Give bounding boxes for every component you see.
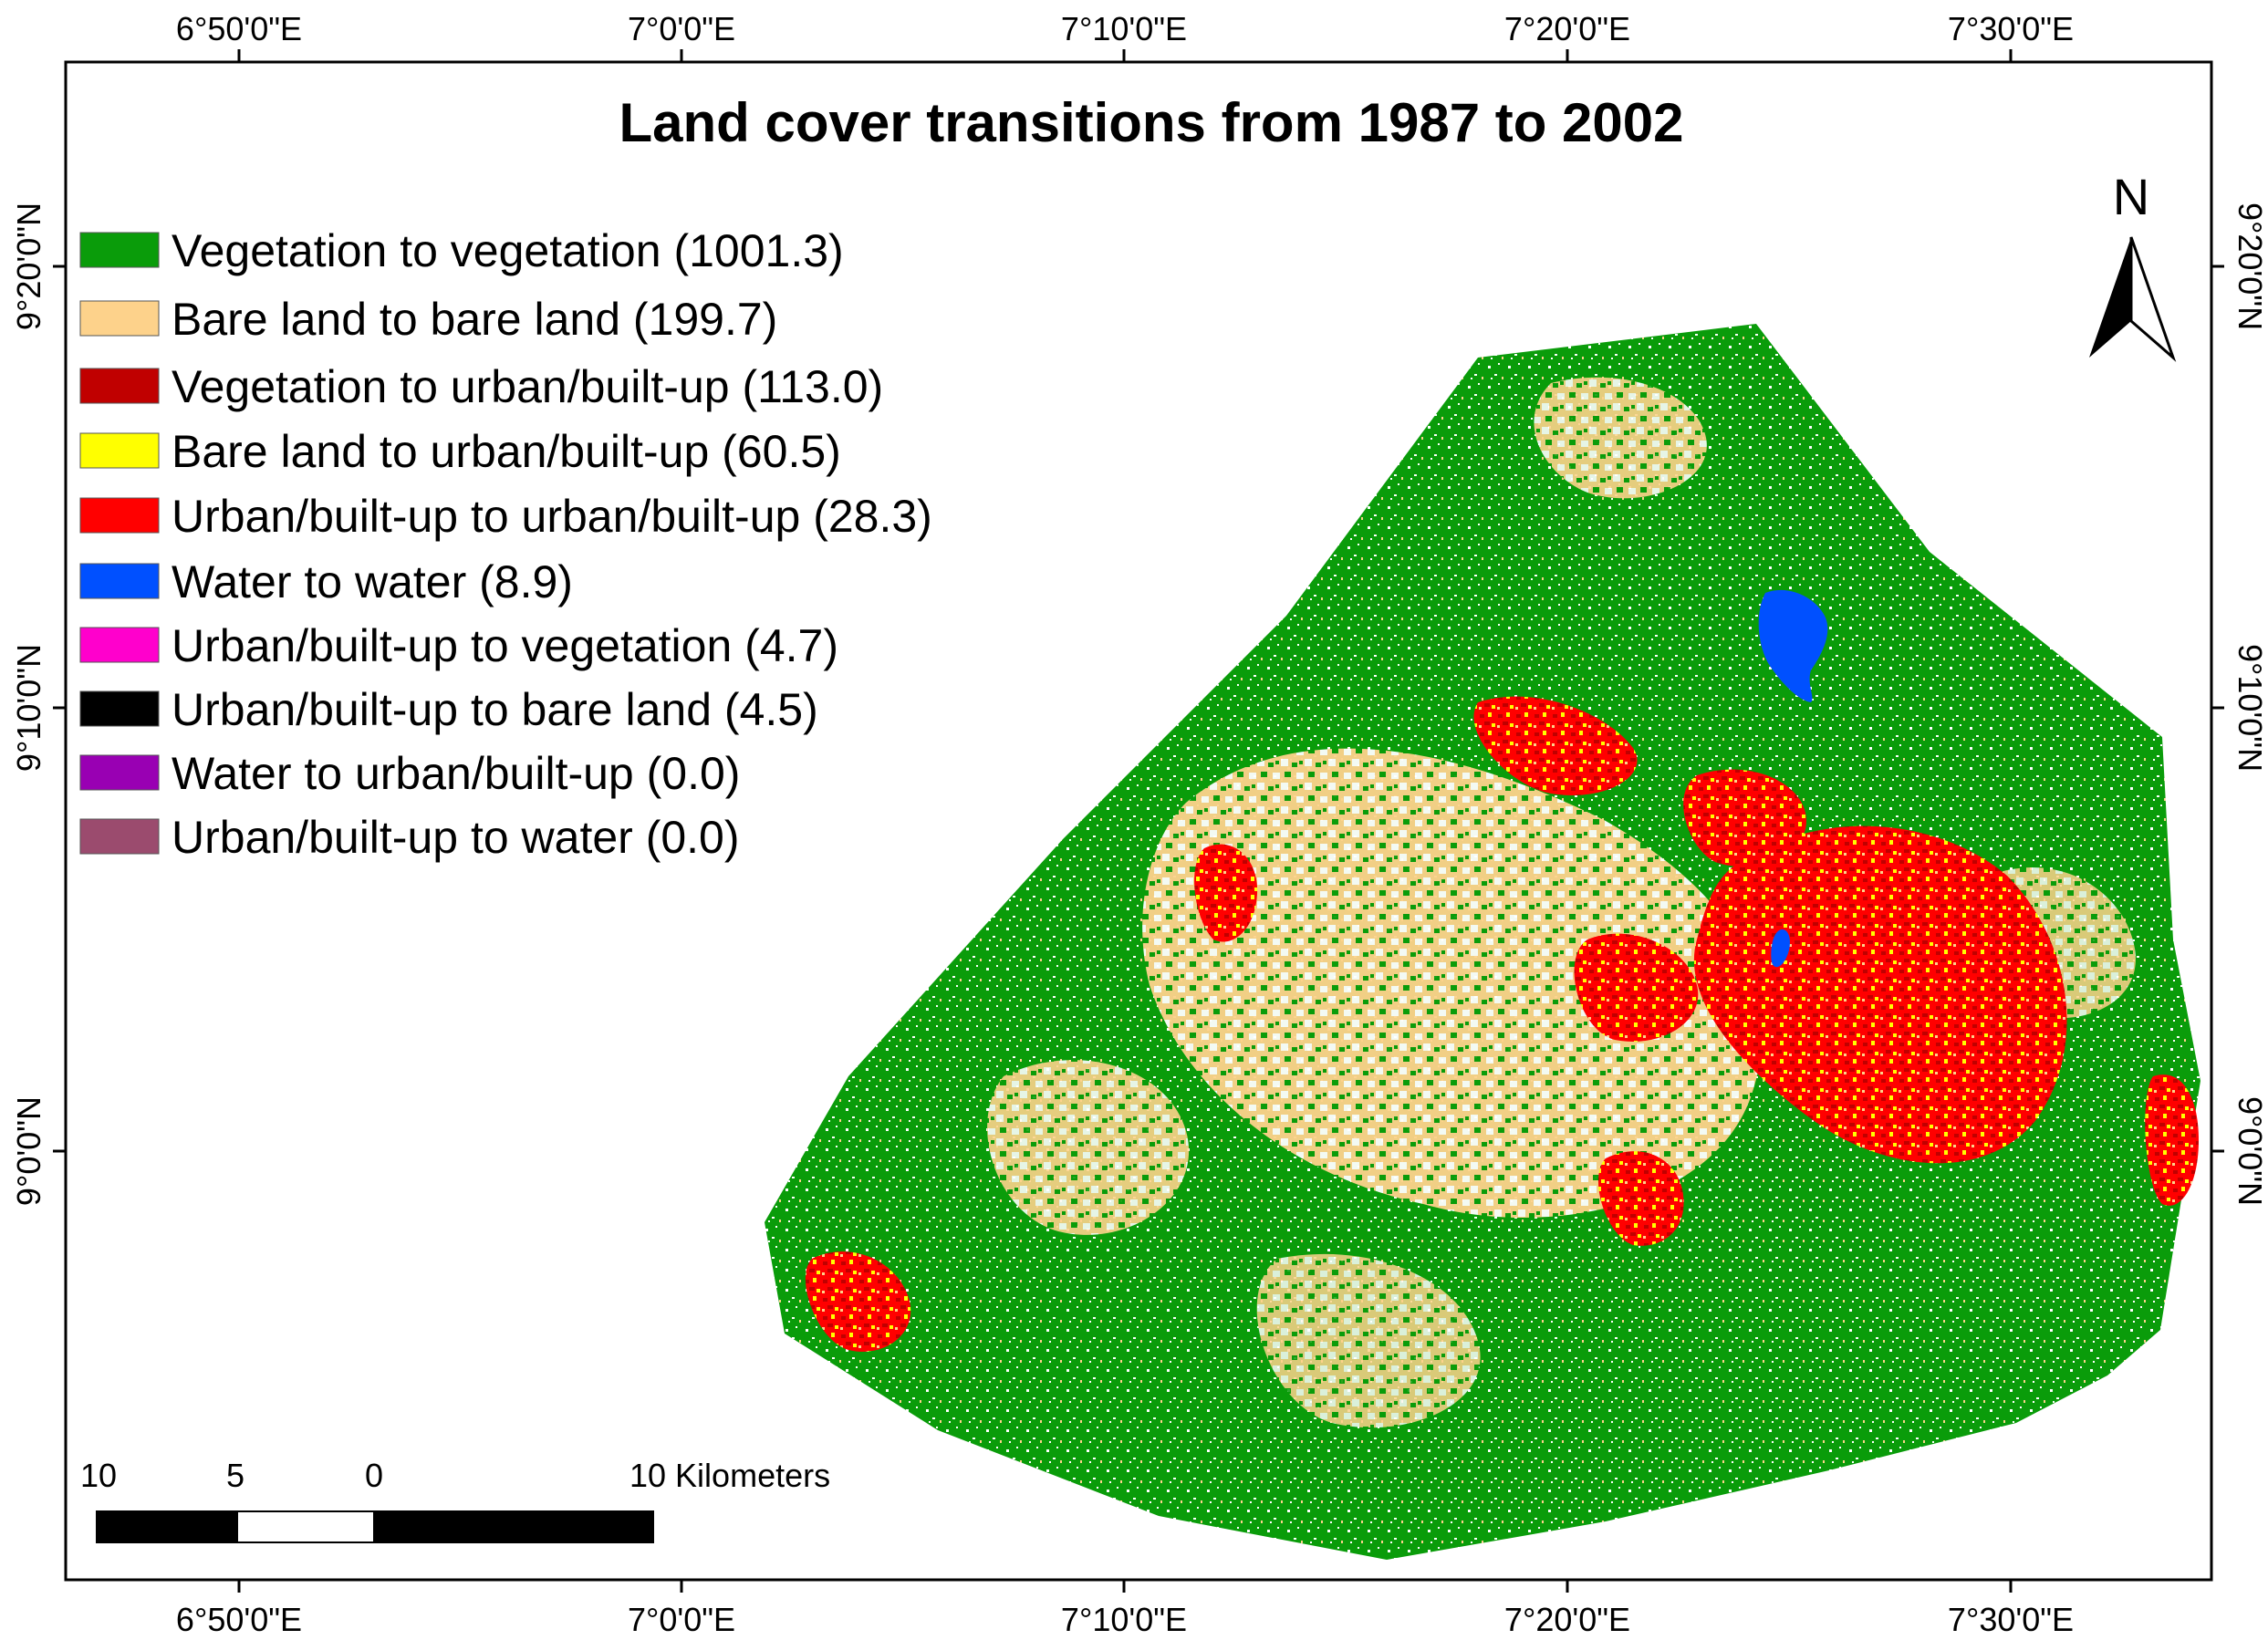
lat-label-right-2: 9°10'0"N — [2232, 644, 2268, 772]
legend-item: Vegetation to vegetation (1001.3) — [79, 225, 844, 276]
reservoir-central — [1771, 929, 1790, 968]
map-frame — [64, 60, 2213, 1582]
legend-label: Urban/built-up to urban/built-up (28.3) — [172, 491, 932, 542]
legend-label: Vegetation to vegetation (1001.3) — [172, 225, 844, 276]
scale-segment-3 — [373, 1510, 654, 1543]
legend-item: Water to water (8.9) — [79, 556, 573, 607]
scale-segment-2 — [236, 1510, 375, 1543]
lon-label-bottom-2: 7°0'0"E — [628, 1601, 735, 1638]
legend-item: Vegetation to urban/built-up (113.0) — [79, 361, 883, 412]
legend-item: Urban/built-up to bare land (4.5) — [79, 684, 818, 735]
lon-label-top-3: 7°10'0"E — [1061, 10, 1187, 47]
urban-cluster-west — [1194, 844, 1258, 942]
legend-label: Water to urban/built-up (0.0) — [172, 748, 740, 799]
lon-label-bottom-5: 7°30'0"E — [1948, 1601, 2074, 1638]
legend-swatch — [79, 232, 160, 268]
legend-item: Bare land to bare land (199.7) — [79, 294, 777, 345]
legend-label: Urban/built-up to bare land (4.5) — [172, 684, 818, 735]
lon-label-bottom-3: 7°10'0"E — [1061, 1601, 1187, 1638]
legend-item: Urban/built-up to water (0.0) — [79, 812, 740, 863]
legend-swatch — [79, 690, 160, 727]
legend-swatch — [79, 432, 160, 469]
legend-item: Urban/built-up to vegetation (4.7) — [79, 620, 838, 671]
lat-label-left-2: 9°10'0"N — [10, 644, 47, 772]
legend-label: Bare land to urban/built-up (60.5) — [172, 426, 841, 477]
north-arrow-label: N — [2113, 168, 2149, 225]
legend-swatch — [79, 754, 160, 791]
lat-label-right-3: 9°0'0"N — [2232, 1096, 2268, 1206]
urban-cluster-northwest — [1473, 696, 1638, 795]
land-cover-map — [765, 324, 2200, 1560]
legend-label: Urban/built-up to vegetation (4.7) — [172, 620, 838, 671]
legend-item: Bare land to urban/built-up (60.5) — [79, 426, 841, 477]
north-arrow: N — [2089, 168, 2177, 362]
lon-label-top-4: 7°20'0"E — [1504, 10, 1630, 47]
lon-label-top-5: 7°30'0"E — [1948, 10, 2074, 47]
bare-land-zone-south — [1256, 1253, 1481, 1428]
bare-land-zone-north — [1534, 377, 1707, 499]
lat-label-left-3: 9°0'0"N — [10, 1096, 47, 1206]
lat-label-left-1: 9°20'0"N — [10, 202, 47, 330]
urban-cluster-center — [1574, 933, 1699, 1042]
lon-label-bottom-4: 7°20'0"E — [1504, 1601, 1630, 1638]
scale-label-10-left: 10 — [80, 1457, 117, 1494]
urban-cluster-east — [1693, 825, 2067, 1164]
bare-land-zone-west — [987, 1060, 1190, 1235]
urban-cluster-southwest — [805, 1251, 911, 1352]
north-arrow-right-half — [2129, 236, 2177, 362]
legend-swatch — [79, 627, 160, 663]
legend-label: Water to water (8.9) — [172, 556, 573, 607]
legend-swatch — [79, 368, 160, 404]
legend-label: Bare land to bare land (199.7) — [172, 294, 777, 345]
reservoir-north — [1758, 589, 1828, 702]
frame-ticks — [53, 49, 2224, 1593]
legend-item: Water to urban/built-up (0.0) — [79, 748, 740, 799]
lon-label-bottom-1: 6°50'0"E — [176, 1601, 302, 1638]
lon-label-top-2: 7°0'0"E — [628, 10, 735, 47]
legend: Vegetation to vegetation (1001.3) Bare l… — [79, 225, 932, 863]
legend-swatch — [79, 563, 160, 599]
urban-cluster-north — [1683, 769, 1806, 867]
bare-land-zone-central — [1142, 748, 1763, 1218]
scale-bar: 10 5 0 10 Kilometers — [80, 1457, 830, 1543]
scale-segment-1 — [96, 1510, 238, 1543]
scale-label-10-km: 10 Kilometers — [629, 1457, 830, 1494]
map-title: Land cover transitions from 1987 to 2002 — [619, 92, 1683, 153]
legend-swatch — [79, 818, 160, 855]
legend-swatch — [79, 300, 160, 337]
north-arrow-left-half — [2089, 237, 2131, 358]
lat-label-right-1: 9°20'0"N — [2232, 202, 2268, 330]
legend-item: Urban/built-up to urban/built-up (28.3) — [79, 491, 932, 542]
scale-label-0: 0 — [365, 1457, 383, 1494]
legend-label: Vegetation to urban/built-up (113.0) — [172, 361, 883, 412]
scale-label-5: 5 — [226, 1457, 244, 1494]
legend-label: Urban/built-up to water (0.0) — [172, 812, 740, 863]
legend-swatch — [79, 497, 160, 534]
urban-cluster-south — [1597, 1151, 1684, 1246]
lon-label-top-1: 6°50'0"E — [176, 10, 302, 47]
urban-cluster-far-east — [2145, 1074, 2199, 1206]
